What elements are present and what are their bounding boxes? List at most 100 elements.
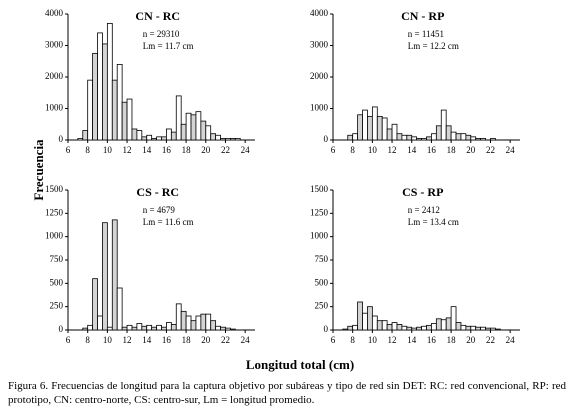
y-tick-label: 1000 — [310, 231, 329, 241]
bar — [234, 138, 241, 141]
bar — [435, 125, 442, 141]
bar — [411, 327, 418, 331]
y-tick-label: 750 — [50, 254, 64, 264]
annotation: Lm = 12.2 cm — [408, 41, 459, 51]
bar — [146, 324, 153, 331]
bar — [121, 101, 128, 141]
bar — [97, 32, 103, 141]
x-tick-label: 22 — [486, 335, 495, 345]
bar — [490, 138, 496, 141]
annotation: n = 2412 — [408, 205, 440, 215]
x-tick-label: 18 — [182, 335, 192, 345]
y-tick-label: 1250 — [310, 207, 329, 217]
y-tick-label: 1500 — [310, 184, 329, 194]
x-tick-label: 16 — [162, 145, 172, 155]
bar — [485, 327, 491, 331]
bar — [210, 320, 217, 331]
panel-title: CS - RP — [402, 185, 443, 199]
bar — [421, 325, 427, 331]
x-tick-label: 14 — [407, 335, 417, 345]
x-tick-label: 24 — [506, 335, 516, 345]
bar — [352, 133, 359, 141]
bar — [460, 324, 467, 331]
bar — [445, 317, 452, 331]
bar — [102, 222, 108, 331]
y-tick-label: 500 — [50, 277, 64, 287]
y-tick-label: 250 — [315, 301, 329, 311]
bar — [225, 327, 231, 331]
x-tick-label: 18 — [447, 335, 457, 345]
bar — [381, 320, 388, 331]
y-tick-label: 750 — [315, 254, 329, 264]
bar — [82, 327, 89, 331]
annotation: n = 11451 — [408, 29, 444, 39]
bar — [490, 327, 496, 331]
bar — [435, 318, 442, 331]
x-tick-label: 10 — [103, 335, 113, 345]
y-tick-label: 250 — [50, 301, 64, 311]
panel-title: CS - RC — [136, 185, 179, 199]
bar — [455, 133, 462, 141]
bar — [156, 136, 162, 141]
x-axis-label: Longitud total (cm) — [246, 357, 354, 372]
bar — [229, 138, 236, 141]
bar — [161, 326, 167, 331]
bar — [210, 133, 217, 141]
bar — [386, 128, 393, 141]
bar — [465, 134, 472, 141]
bar — [87, 79, 94, 141]
x-tick-label: 12 — [388, 145, 397, 155]
bar — [131, 128, 138, 141]
bar — [386, 323, 393, 331]
y-tick-label: 1250 — [45, 207, 64, 217]
bar — [401, 325, 408, 331]
bar — [376, 115, 383, 141]
x-tick-label: 20 — [466, 145, 476, 155]
bar — [102, 43, 108, 141]
bar — [220, 326, 226, 331]
bar — [342, 328, 349, 331]
x-tick-label: 22 — [221, 145, 230, 155]
bar — [391, 322, 398, 331]
y-tick-label: 500 — [315, 277, 329, 287]
bar — [200, 313, 207, 331]
bar — [136, 130, 143, 141]
annotation: n = 4679 — [143, 205, 176, 215]
bar — [371, 315, 378, 331]
chart: Frecuencia Longitud total (cm) 010002000… — [31, 8, 520, 372]
y-tick-label: 0 — [324, 324, 329, 334]
bar — [229, 328, 236, 331]
x-tick-label: 24 — [506, 145, 516, 155]
bar — [156, 324, 162, 331]
x-tick-label: 10 — [368, 145, 378, 155]
bar — [396, 323, 403, 331]
x-tick-label: 8 — [85, 145, 90, 155]
panel-title: CN - RP — [401, 9, 444, 23]
bar — [215, 325, 221, 331]
bar — [470, 325, 477, 331]
bar — [396, 133, 403, 141]
bar — [480, 326, 486, 331]
bar — [494, 328, 501, 331]
bar — [166, 322, 172, 331]
bar — [205, 313, 212, 331]
bar — [475, 326, 482, 331]
y-tick-label: 1000 — [310, 103, 329, 113]
x-tick-label: 10 — [103, 145, 113, 155]
x-tick-label: 10 — [368, 335, 378, 345]
bar — [357, 114, 363, 141]
bar — [116, 64, 123, 141]
bar — [362, 109, 368, 141]
bar — [151, 138, 157, 141]
bar — [97, 315, 103, 331]
bar — [431, 323, 437, 331]
bar — [161, 136, 167, 141]
x-tick-label: 16 — [162, 335, 172, 345]
x-tick-label: 6 — [66, 145, 71, 155]
annotation: n = 29310 — [143, 29, 180, 39]
bar — [190, 114, 197, 141]
bar — [170, 131, 177, 141]
bar — [106, 326, 113, 331]
x-tick-label: 16 — [427, 145, 437, 155]
